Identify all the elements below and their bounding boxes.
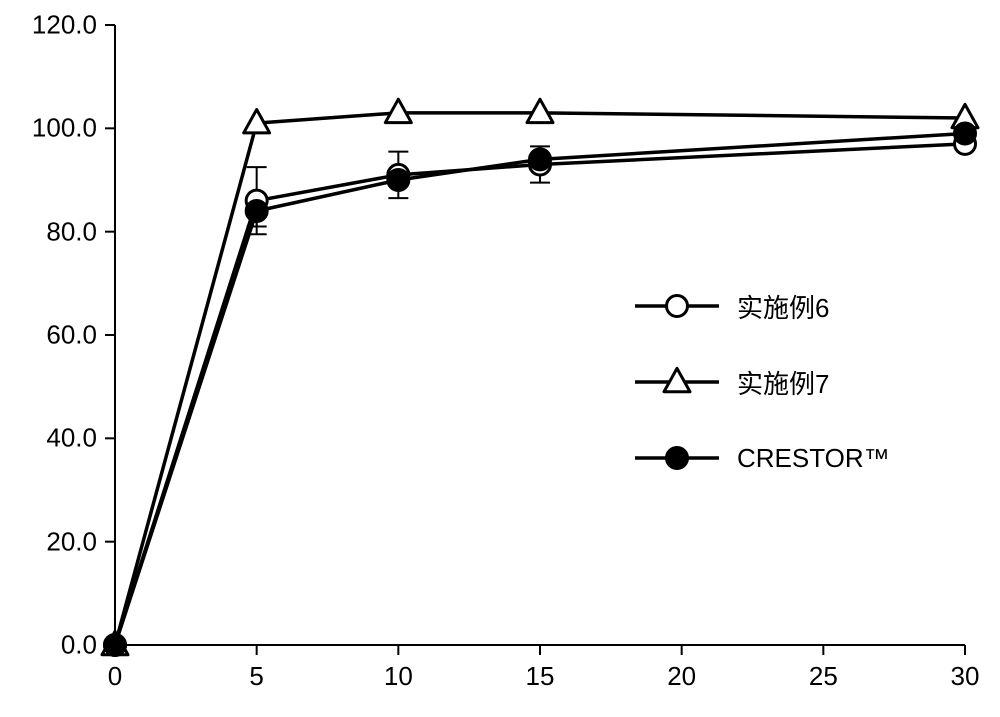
x-tick-label: 10 — [384, 661, 413, 692]
legend-row-crestor: CRESTOR™ — [635, 442, 890, 474]
legend-label-ex7: 实施例7 — [737, 364, 829, 401]
legend-swatch-crestor — [635, 442, 719, 474]
legend-swatch-ex7 — [635, 366, 719, 398]
y-tick-label: 20.0 — [46, 526, 97, 557]
legend-swatch-ex6 — [635, 290, 719, 322]
y-tick-label: 0.0 — [61, 630, 97, 661]
x-tick-label: 0 — [108, 661, 122, 692]
legend-row-ex7: 实施例7 — [635, 366, 890, 398]
x-tick-label: 25 — [809, 661, 838, 692]
legend-label-ex6: 实施例6 — [737, 288, 829, 325]
x-tick-label: 15 — [526, 661, 555, 692]
x-tick-label: 20 — [667, 661, 696, 692]
y-tick-label: 80.0 — [46, 216, 97, 247]
legend-row-ex6: 实施例6 — [635, 290, 890, 322]
x-tick-label: 30 — [951, 661, 980, 692]
legend: 实施例6 实施例7 CRESTOR™ — [635, 290, 890, 518]
x-tick-label: 5 — [249, 661, 263, 692]
y-tick-label: 40.0 — [46, 423, 97, 454]
y-tick-label: 100.0 — [32, 113, 97, 144]
dissolution-chart: 0.0 20.0 40.0 60.0 80.0 100.0 120.0 0 5 10 15 20 25… — [0, 0, 1000, 717]
y-tick-label: 60.0 — [46, 320, 97, 351]
y-tick-label: 120.0 — [32, 10, 97, 41]
legend-label-crestor: CRESTOR™ — [737, 443, 890, 474]
